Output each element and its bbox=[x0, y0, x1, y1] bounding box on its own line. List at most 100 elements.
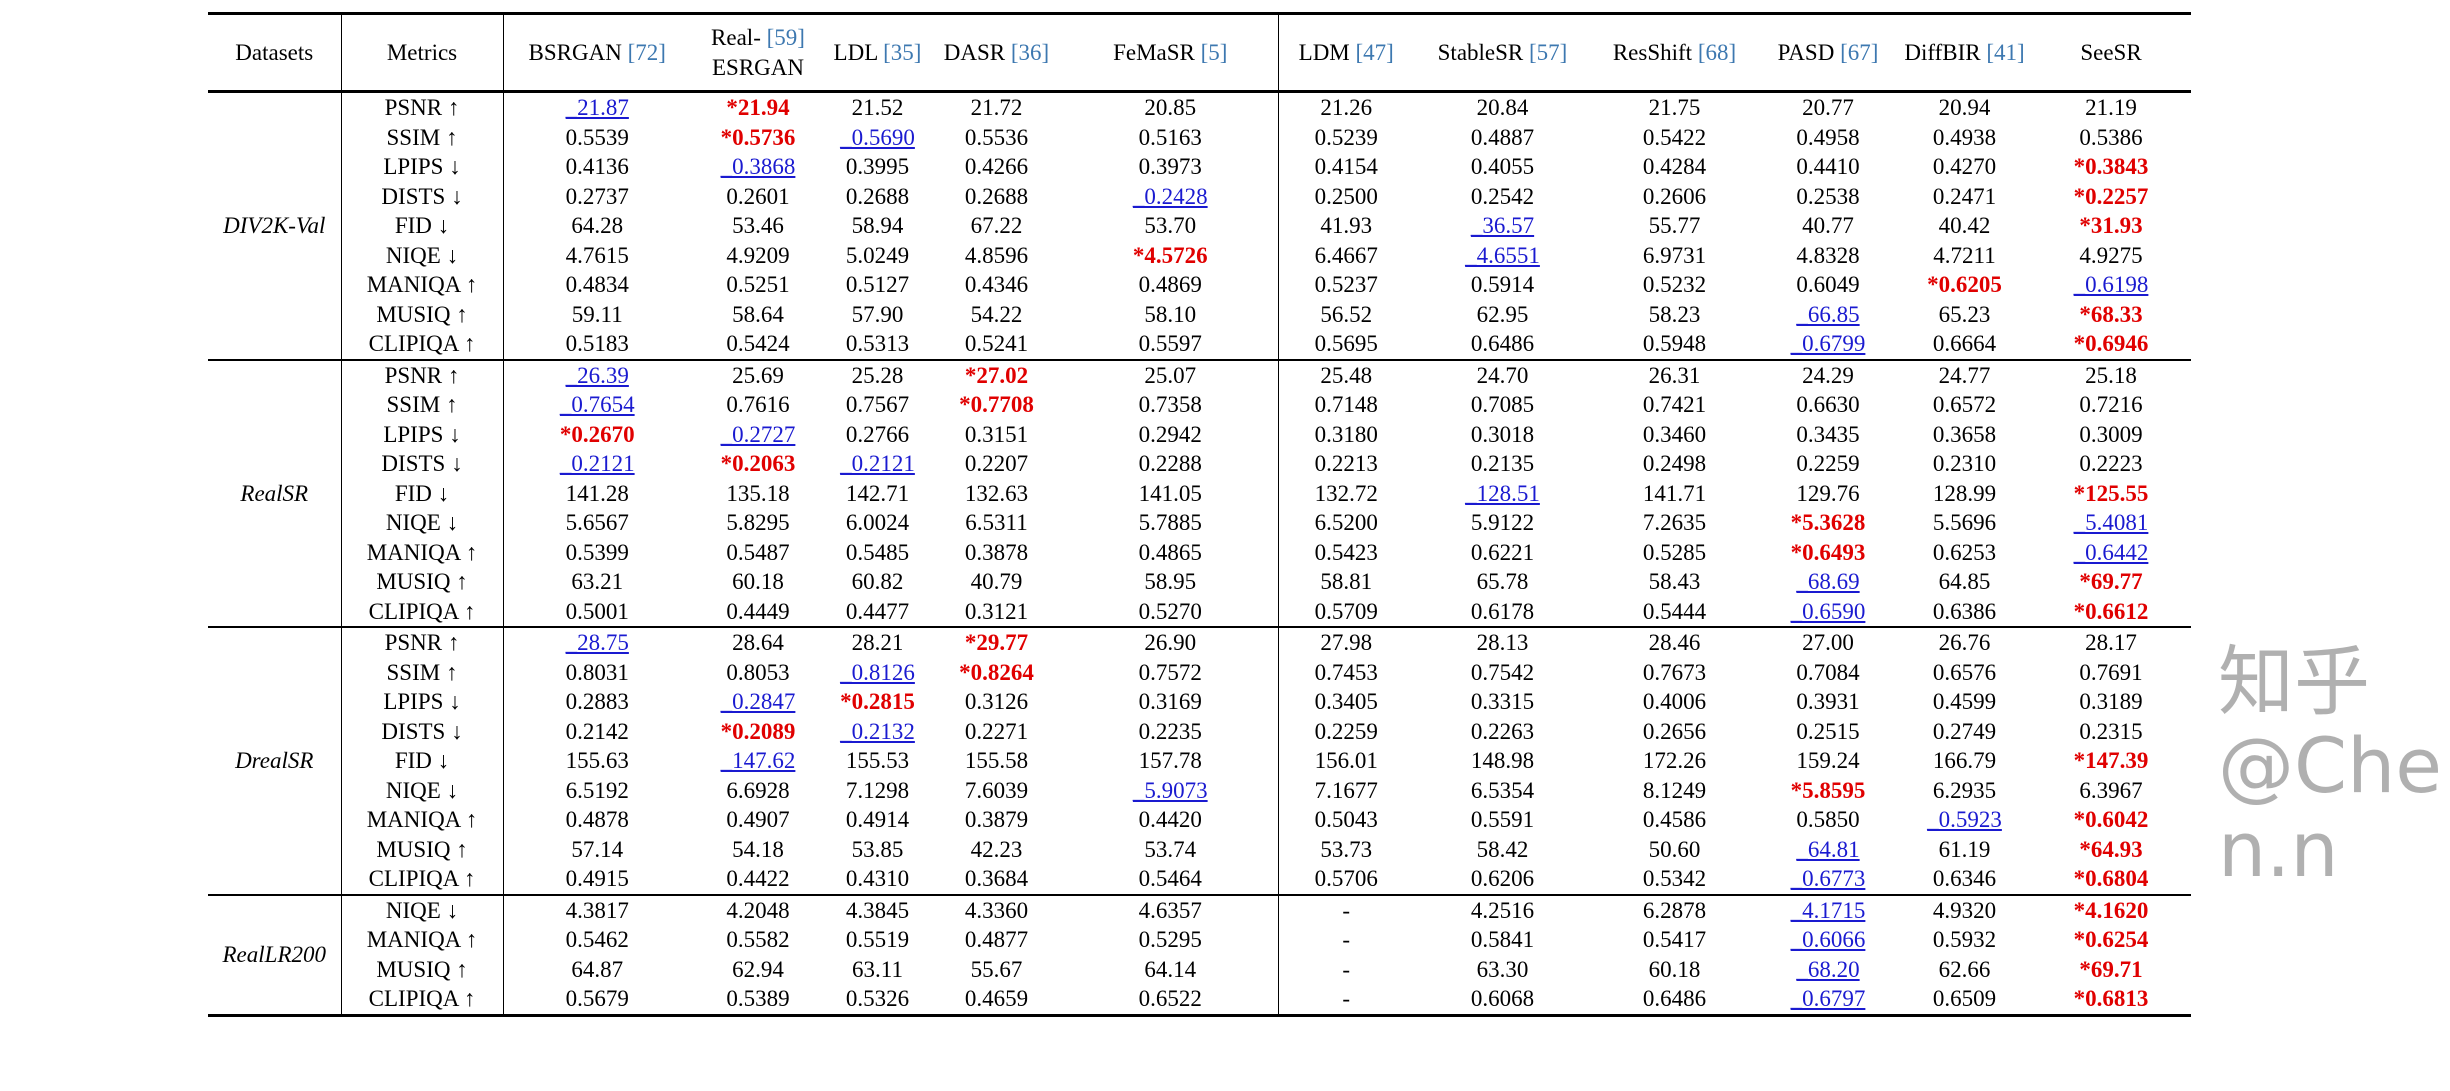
metric-value-cell: 0.2259 bbox=[1277, 716, 1414, 746]
metric-value-cell: 57.14 bbox=[502, 834, 691, 864]
metric-value-cell: 0.7616 bbox=[691, 390, 825, 420]
metric-value: 65.23 bbox=[1938, 301, 1991, 327]
citation-link[interactable]: [59] bbox=[766, 24, 805, 50]
metric-value: 64.28 bbox=[571, 213, 624, 238]
metric-value: 0.7358 bbox=[1138, 392, 1202, 417]
citation-link[interactable]: [35] bbox=[883, 39, 922, 65]
metric-value-cell: _0.2121 bbox=[825, 449, 930, 479]
metric-value: 50.60 bbox=[1648, 836, 1701, 862]
metric-value: *0.8264 bbox=[959, 659, 1034, 685]
citation-link[interactable]: [57] bbox=[1529, 39, 1568, 65]
citation-link[interactable]: [68] bbox=[1697, 39, 1737, 65]
metric-value: _0.6590 bbox=[1790, 598, 1866, 624]
metric-value: 142.71 bbox=[845, 480, 910, 506]
metric-value: 0.4869 bbox=[1138, 272, 1202, 297]
metric-value: *147.39 bbox=[2073, 748, 2149, 773]
metric-value-cell: 25.28 bbox=[825, 360, 930, 391]
metric-value-cell: 0.2235 bbox=[1063, 717, 1278, 747]
metric-value: 20.84 bbox=[1476, 95, 1529, 120]
metric-value-cell: *5.8595 bbox=[1758, 776, 1898, 806]
metric-value-cell: 53.85 bbox=[825, 835, 930, 865]
metric-value-cell: 148.98 bbox=[1414, 746, 1591, 776]
metric-value-cell: 50.60 bbox=[1591, 835, 1758, 865]
metric-value-cell: 6.6928 bbox=[691, 776, 825, 806]
table-row: MANIQA ↑ 0.5399 0.5487 0.5485 0.3878 0.4865 0.… bbox=[208, 537, 2191, 568]
citation-link[interactable]: [72] bbox=[627, 39, 666, 65]
method-name: LDM bbox=[1298, 39, 1350, 65]
metric-value-cell: 0.4284 bbox=[1591, 152, 1758, 182]
metric-value-cell: 0.6630 bbox=[1758, 390, 1898, 420]
metric-value: 6.0024 bbox=[845, 510, 910, 535]
metric-value: _4.6551 bbox=[1465, 242, 1540, 268]
metric-value: *0.6813 bbox=[2073, 986, 2149, 1011]
metric-value: 26.90 bbox=[1144, 630, 1197, 655]
metric-value-cell: *4.5726 bbox=[1063, 241, 1278, 271]
metric-value-cell: *0.6946 bbox=[2031, 329, 2191, 360]
metric-value-cell: 63.30 bbox=[1414, 955, 1591, 985]
metric-value: 0.5444 bbox=[1642, 598, 1707, 624]
citation-link[interactable]: [36] bbox=[1010, 39, 1050, 65]
metric-value-cell: 0.3121 bbox=[930, 597, 1063, 628]
metric-value-cell: 166.79 bbox=[1898, 746, 2031, 776]
metric-value: _36.57 bbox=[1470, 213, 1535, 238]
metric-value: 0.5043 bbox=[1314, 807, 1378, 832]
citation-link[interactable]: [41] bbox=[1986, 39, 2025, 65]
metric-value: 6.3967 bbox=[2079, 777, 2143, 803]
metric-value-cell: 58.43 bbox=[1591, 567, 1758, 597]
header-row: Datasets Metrics BSRGAN [72] Real- [59] ES… bbox=[208, 13, 2191, 92]
metric-value: 0.2310 bbox=[1932, 451, 1997, 476]
table-row: MANIQA ↑ 0.5462 0.5582 0.5519 0.4877 0.5295 - 0… bbox=[208, 925, 2191, 955]
metric-value-cell: 53.70 bbox=[1063, 211, 1278, 241]
metric-value-cell: 0.2223 bbox=[2031, 449, 2191, 479]
metric-value: 0.6221 bbox=[1470, 539, 1535, 565]
metric-value: 0.6576 bbox=[1932, 659, 1997, 685]
metric-value: 7.1677 bbox=[1314, 777, 1378, 803]
metric-value-cell: _128.51 bbox=[1414, 479, 1591, 509]
metric-value: 0.3460 bbox=[1642, 421, 1707, 447]
metric-value: 60.18 bbox=[1648, 956, 1701, 982]
metric-value-cell: 0.5709 bbox=[1277, 596, 1414, 627]
results-table: Datasets Metrics BSRGAN [72] Real- [59] ES… bbox=[208, 12, 2191, 1017]
metric-value: 5.9122 bbox=[1470, 510, 1535, 535]
metric-value-cell: 129.76 bbox=[1758, 479, 1898, 509]
metric-value-cell: 132.63 bbox=[930, 479, 1063, 509]
metric-value-cell: _0.2132 bbox=[825, 717, 930, 747]
metric-value-cell: 0.2688 bbox=[930, 182, 1063, 212]
citation-link[interactable]: [5] bbox=[1200, 39, 1228, 65]
table-header: Datasets Metrics BSRGAN [72] Real- [59] ES… bbox=[208, 13, 2191, 92]
metric-value: 25.07 bbox=[1144, 362, 1197, 388]
metric-label: NIQE ↓ bbox=[340, 775, 503, 805]
citation-link[interactable]: [67] bbox=[1840, 39, 1879, 65]
metric-value: 0.5399 bbox=[565, 539, 629, 565]
method-name-line: ResShift [68] bbox=[1591, 38, 1758, 68]
metric-value: 0.2263 bbox=[1470, 718, 1535, 744]
metric-value: 0.3658 bbox=[1932, 421, 1997, 447]
metric-value-cell: 21.72 bbox=[930, 92, 1063, 123]
metric-label: SSIM ↑ bbox=[340, 122, 503, 152]
metric-value: - bbox=[1342, 897, 1351, 923]
metric-value: 40.42 bbox=[1938, 213, 1991, 238]
metric-value: 63.21 bbox=[571, 569, 624, 594]
metric-value-cell: 4.9275 bbox=[2031, 241, 2191, 271]
metric-value-cell: 0.7567 bbox=[825, 390, 930, 420]
metric-value-cell: *31.93 bbox=[2031, 211, 2191, 241]
citation-link[interactable]: [47] bbox=[1355, 39, 1394, 65]
metric-value-cell: 0.4310 bbox=[825, 864, 930, 895]
metric-value: 0.6664 bbox=[1932, 331, 1997, 356]
metric-value-cell: 142.71 bbox=[825, 479, 930, 509]
metric-value: 20.94 bbox=[1938, 95, 1991, 120]
metric-value: 26.31 bbox=[1648, 362, 1701, 388]
metric-label: LPIPS ↓ bbox=[340, 152, 503, 182]
metric-value-cell: 61.19 bbox=[1898, 835, 2031, 865]
metric-value-cell: 0.3405 bbox=[1277, 687, 1414, 717]
metric-value: 0.2656 bbox=[1642, 718, 1707, 744]
metric-value: _0.3868 bbox=[720, 154, 796, 179]
metric-value-cell: 0.5001 bbox=[502, 596, 691, 627]
metric-value-cell: 0.6253 bbox=[1898, 538, 2031, 568]
metric-value: *69.71 bbox=[2079, 956, 2143, 982]
metric-value: 0.5597 bbox=[1138, 331, 1202, 356]
metric-value-cell: 155.58 bbox=[930, 746, 1063, 776]
metric-value: 0.5485 bbox=[845, 539, 910, 565]
metric-value: _5.9073 bbox=[1132, 777, 1208, 803]
metric-value-cell: 132.72 bbox=[1277, 478, 1414, 508]
